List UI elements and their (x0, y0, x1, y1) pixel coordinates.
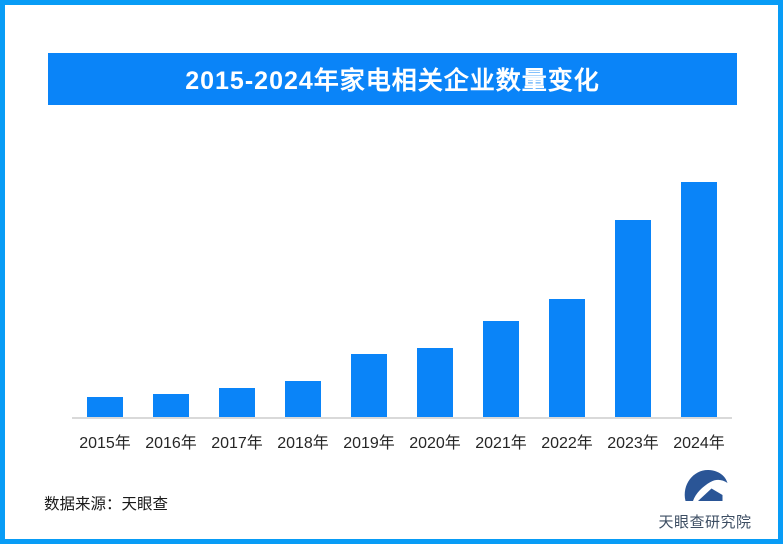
x-axis-label: 2018年 (277, 435, 329, 452)
x-axis-label: 2015年 (79, 435, 131, 452)
bar-column (666, 104, 732, 417)
x-axis-label: 2020年 (409, 435, 461, 452)
bar (285, 381, 321, 417)
bar-column (468, 104, 534, 417)
bar-column (336, 104, 402, 417)
bar (417, 348, 453, 417)
bar (615, 220, 651, 417)
x-axis-label: 2023年 (607, 435, 659, 452)
x-axis-label: 2022年 (541, 435, 593, 452)
x-axis-label: 2024年 (673, 435, 725, 452)
x-axis-labels-row: 2015年 2016年 2017年 2018年 2019年 2020年 2021年 2022年… (72, 429, 732, 453)
bar (87, 397, 123, 417)
bar-column (204, 104, 270, 417)
bar (219, 388, 255, 417)
logo-swoosh-shape (684, 469, 728, 501)
bar-column (138, 104, 204, 417)
bar-column (534, 104, 600, 417)
bar-column (72, 104, 138, 417)
data-source-label: 数据来源：天眼查 (44, 496, 169, 513)
tianyancha-logo-icon (684, 469, 728, 501)
bar (153, 394, 189, 417)
x-axis-label: 2019年 (343, 435, 395, 452)
bar (681, 182, 717, 417)
bar-column (402, 104, 468, 417)
bar (483, 321, 519, 417)
x-axis-label: 2016年 (145, 435, 197, 452)
x-axis-label: 2021年 (475, 435, 527, 452)
title-banner: 2015-2024年家电相关企业数量变化 (48, 53, 737, 105)
bar-column (270, 104, 336, 417)
x-axis-line (72, 417, 732, 419)
bar-column (600, 104, 666, 417)
logo-text: 天眼查研究院 (658, 514, 752, 531)
logo-house-shape (698, 488, 723, 501)
bar (351, 354, 387, 417)
tianyancha-research-logo: 天眼查研究院 (646, 466, 764, 532)
chart-title: 2015-2024年家电相关企业数量变化 (185, 67, 600, 95)
bar-chart-plot (72, 104, 732, 417)
bar (549, 299, 585, 417)
x-axis-label: 2017年 (211, 435, 263, 452)
